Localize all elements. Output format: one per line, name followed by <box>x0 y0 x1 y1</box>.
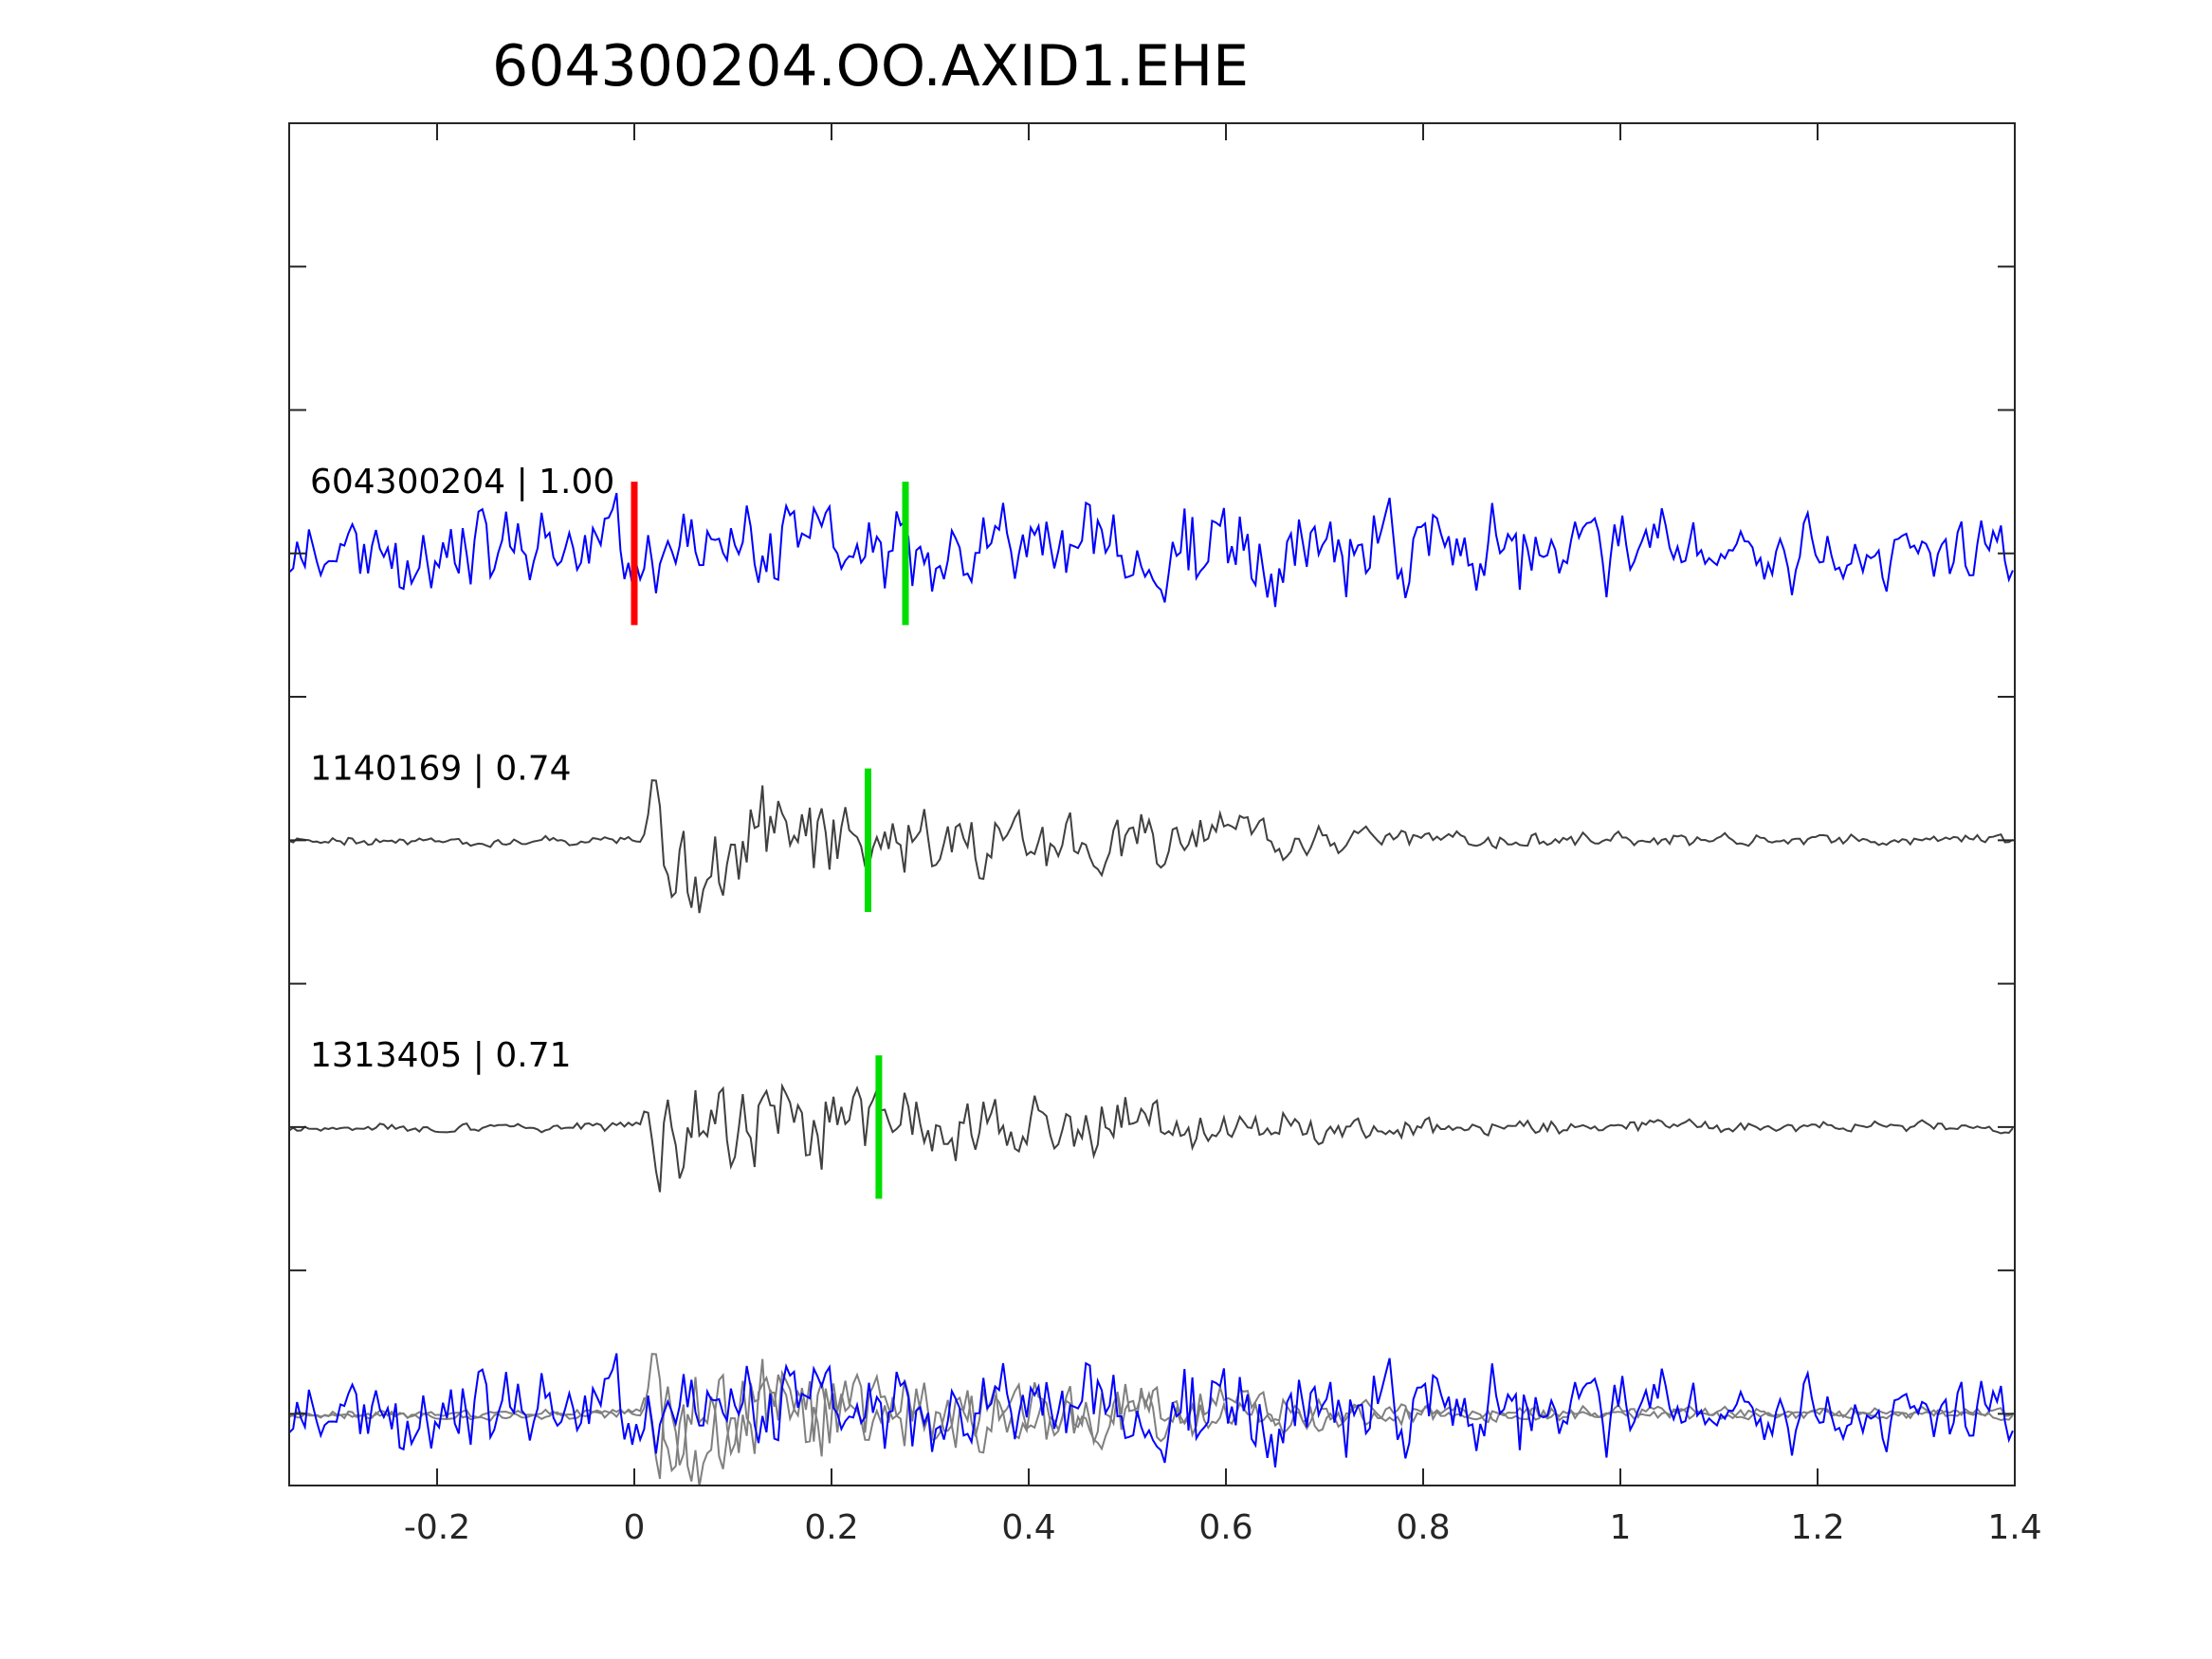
x-tick-label: 0.4 <box>1001 1508 1055 1547</box>
picks-layer <box>631 482 909 1199</box>
x-tick-label: 1.4 <box>1987 1508 2041 1547</box>
traces-layer <box>289 492 2014 1486</box>
plot-frame <box>288 122 2016 1486</box>
trace-label: 1313405 | 0.71 <box>310 1036 572 1075</box>
x-tick-label: -0.2 <box>404 1508 470 1547</box>
overlay-template-trace <box>289 1369 2014 1480</box>
template-trace <box>289 1083 2014 1193</box>
x-tick-label: 0 <box>624 1508 646 1547</box>
trace-label: 604300204 | 1.00 <box>310 463 614 501</box>
template-trace <box>289 779 2014 914</box>
x-tick-label: 0.2 <box>804 1508 858 1547</box>
trace-label: 1140169 | 0.74 <box>310 750 572 789</box>
x-tick-label: 1 <box>1610 1508 1632 1547</box>
overlay-template-trace <box>289 1353 2014 1486</box>
chart-title: 604300204.OO.AXID1.EHE <box>492 33 1249 100</box>
x-tick-label: 0.6 <box>1198 1508 1252 1547</box>
main-trace <box>289 492 2014 608</box>
overlay-main-trace <box>289 1353 2014 1468</box>
x-tick-label: 1.2 <box>1790 1508 1844 1547</box>
x-tick-label: 0.8 <box>1396 1508 1450 1547</box>
trace-labels-layer: 604300204 | 1.00 1140169 | 0.74 1313405 | … <box>310 463 614 1075</box>
axis-ticks: -0.2 0 0.2 0.4 0.6 0.8 1 1.2 1.4 <box>289 123 2042 1547</box>
